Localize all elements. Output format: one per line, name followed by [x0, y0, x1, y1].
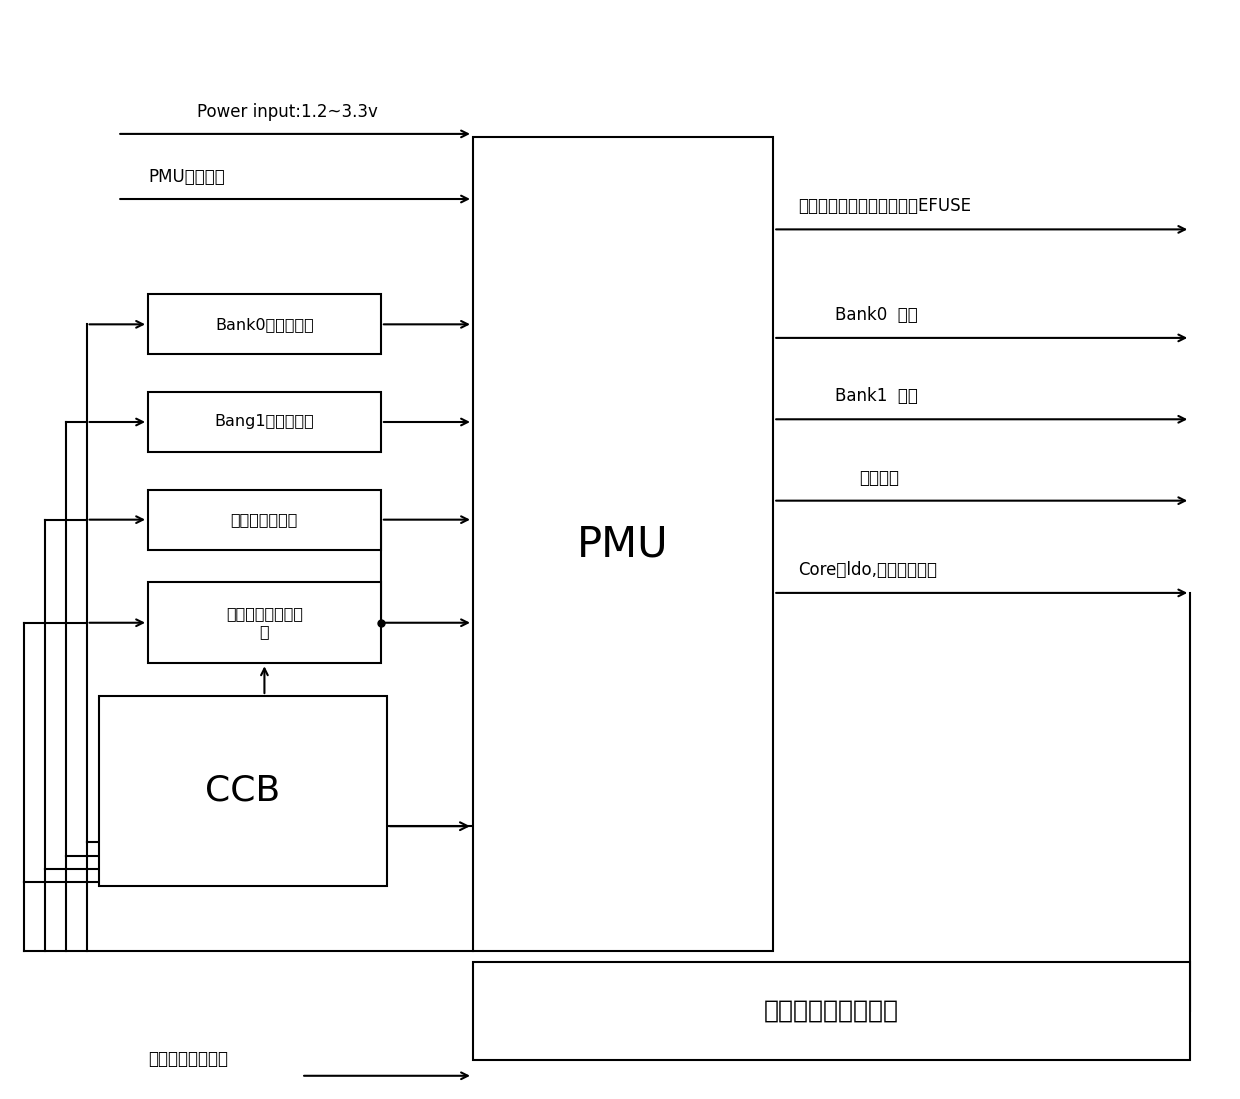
Text: Power input:1.2~3.3v: Power input:1.2~3.3v: [197, 103, 378, 121]
Text: 内核电压控制寄存
器: 内核电压控制寄存 器: [226, 607, 303, 639]
Bar: [148, 295, 381, 354]
Bar: [148, 582, 381, 664]
Text: 输入参考时钟信息: 输入参考时钟信息: [148, 1051, 228, 1068]
Bar: [472, 137, 774, 951]
Bar: [99, 696, 387, 886]
Text: Bang1控制寄存器: Bang1控制寄存器: [215, 414, 314, 430]
Text: 模拟控制寄存器: 模拟控制寄存器: [231, 512, 298, 528]
Bar: [472, 962, 1190, 1059]
Text: Bank0控制寄存器: Bank0控制寄存器: [215, 317, 314, 332]
Text: 模拟电源: 模拟电源: [859, 468, 899, 487]
Text: Core：ldo,分压输出方式: Core：ldo,分压输出方式: [797, 560, 936, 579]
Text: Bank1  电源: Bank1 电源: [835, 387, 918, 406]
Text: 用户可编程逻辑器件: 用户可编程逻辑器件: [764, 999, 899, 1023]
Bar: [148, 490, 381, 550]
Bar: [148, 392, 381, 452]
Text: CCB: CCB: [206, 774, 280, 808]
Text: PMU: PMU: [578, 523, 668, 565]
Text: Bank0  电源: Bank0 电源: [835, 306, 918, 324]
Text: 特殊模块电压，大电流烧写EFUSE: 特殊模块电压，大电流烧写EFUSE: [797, 198, 971, 215]
Text: PMU控制时钟: PMU控制时钟: [148, 168, 224, 186]
